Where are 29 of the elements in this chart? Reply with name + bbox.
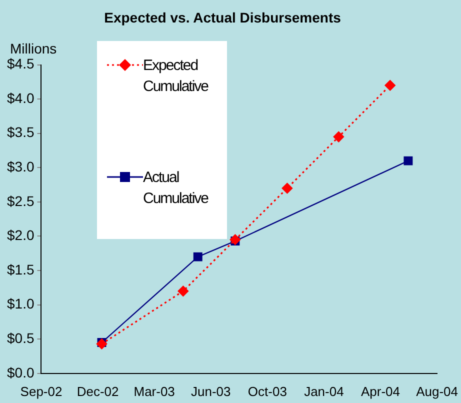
x-tick-label: Jun-03 <box>191 384 231 399</box>
y-tick-label: $2.0 <box>7 227 34 244</box>
point <box>178 286 188 296</box>
point <box>404 156 413 166</box>
y-tick-label: $4.0 <box>7 90 34 106</box>
y-tick-label: $2.5 <box>7 192 34 209</box>
x-tick-label: Jan-04 <box>304 384 344 399</box>
x-tick-label: Apr-04 <box>360 384 400 399</box>
y-tick-label: $3.0 <box>7 158 34 175</box>
y-tick-label: $4.5 <box>7 56 34 72</box>
x-tick-label: Mar-03 <box>134 384 175 399</box>
y-tick-label: $1.5 <box>7 261 34 278</box>
x-tick-label: Aug-04 <box>416 384 458 399</box>
y-tick-label: $3.5 <box>7 124 34 140</box>
y-tick-label: $1.0 <box>7 296 34 312</box>
point <box>333 132 344 142</box>
legend-label: Actual Cumulative <box>143 168 210 209</box>
x-tick-label: Dec-02 <box>76 384 119 399</box>
y-axis-title: Millions <box>10 40 57 57</box>
y-tick-label: $0.5 <box>7 330 34 346</box>
point <box>282 182 293 194</box>
point <box>193 252 202 262</box>
legend-label: Expected Cumulative <box>143 56 210 97</box>
chart-title: Expected vs. Actual Disbursements <box>104 9 342 26</box>
x-tick-label: Sep-02 <box>20 384 62 399</box>
point <box>384 80 396 91</box>
x-tick-label: Oct-03 <box>248 384 287 399</box>
y-tick-label: $0.0 <box>7 364 34 380</box>
point <box>230 234 240 245</box>
